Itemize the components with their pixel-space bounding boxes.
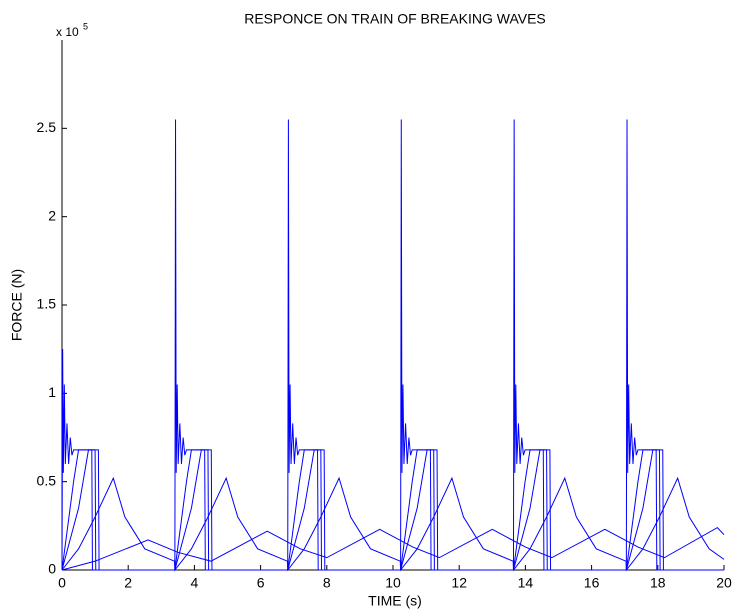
x-tick-label: 0 xyxy=(58,575,66,591)
y-tick-label: 2.5 xyxy=(37,119,57,135)
y-multiplier: x 10 xyxy=(56,25,79,39)
y-tick-label: 0.5 xyxy=(37,472,57,488)
x-tick-label: 12 xyxy=(451,575,467,591)
x-tick-label: 18 xyxy=(650,575,666,591)
x-tick-label: 4 xyxy=(191,575,199,591)
x-tick-label: 16 xyxy=(584,575,600,591)
x-axis-label: TIME (s) xyxy=(368,593,422,609)
y-tick-label: 1.5 xyxy=(37,296,57,312)
data-line xyxy=(61,476,725,572)
y-tick-label: 1 xyxy=(48,384,56,400)
chart-title: RESPONCE ON TRAIN OF BREAKING WAVES xyxy=(244,11,546,27)
x-tick-label: 6 xyxy=(257,575,265,591)
x-tick-label: 20 xyxy=(716,575,732,591)
x-tick-label: 8 xyxy=(323,575,331,591)
y-tick-label: 2 xyxy=(48,207,56,223)
data-line xyxy=(61,526,725,571)
y-axis-label: FORCE (N) xyxy=(9,269,25,341)
y-multiplier-exponent: 5 xyxy=(83,21,88,31)
x-tick-label: 2 xyxy=(124,575,132,591)
y-tick-label: 0 xyxy=(48,561,56,577)
x-tick-label: 10 xyxy=(385,575,401,591)
x-tick-label: 14 xyxy=(518,575,534,591)
